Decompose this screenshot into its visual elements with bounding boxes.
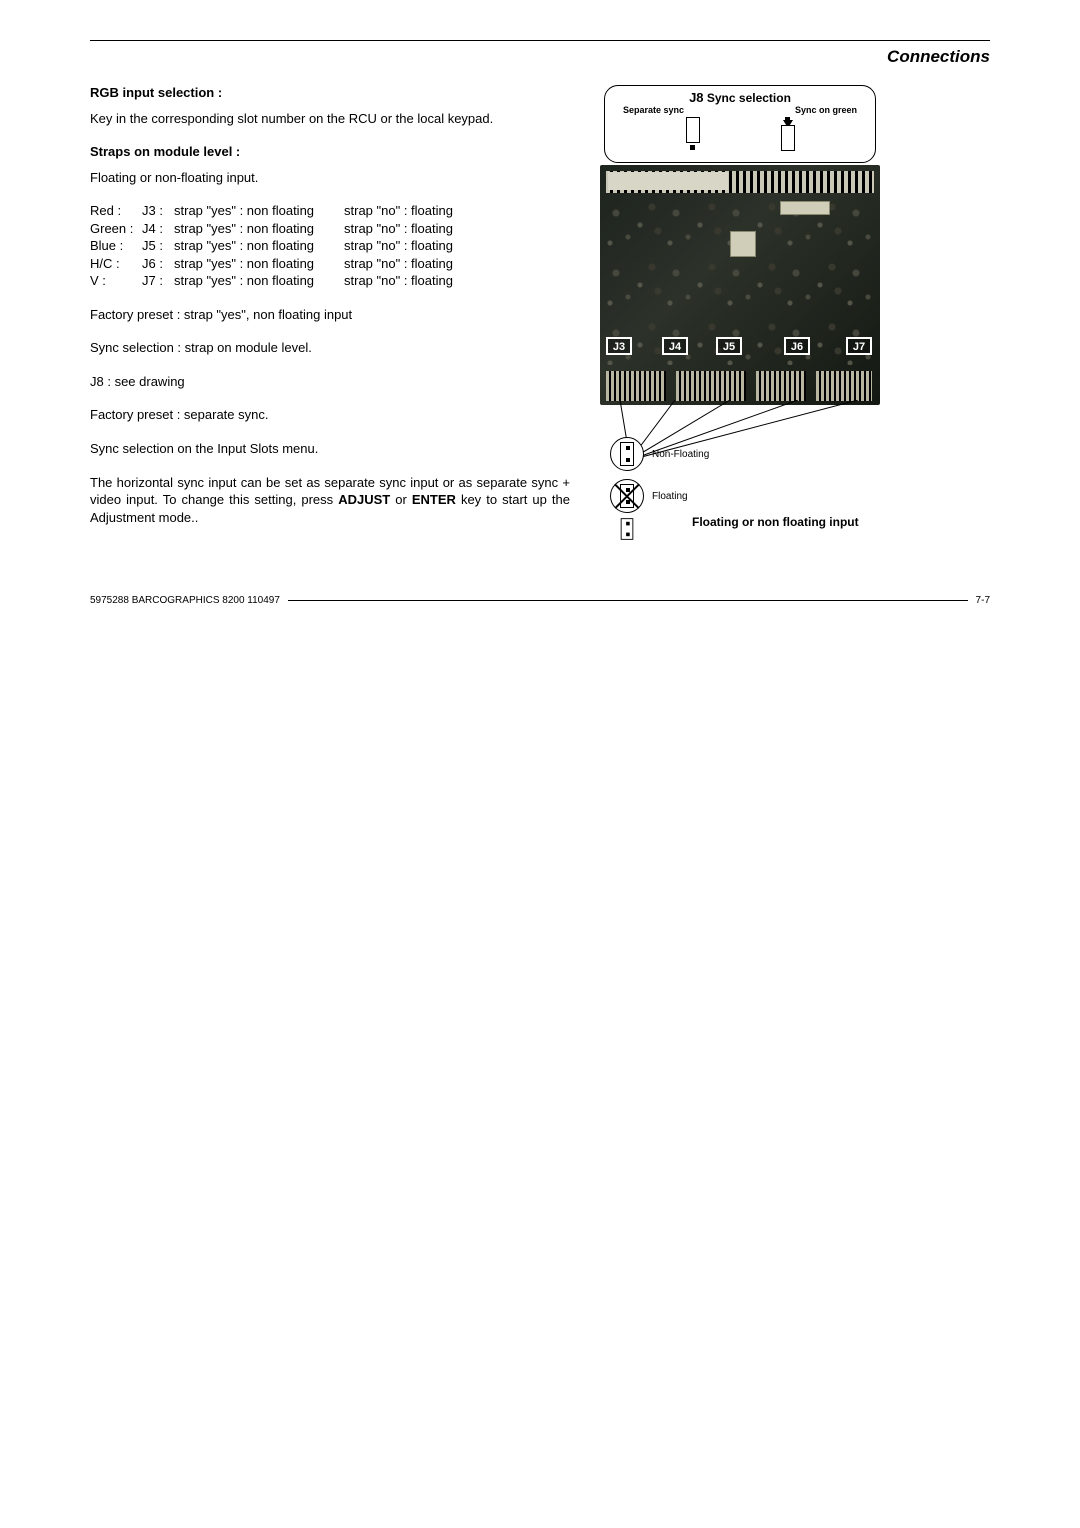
sync-selection-menu: Sync selection on the Input Slots menu.	[90, 440, 570, 458]
label-j6: J6	[784, 337, 810, 355]
label-j5: J5	[716, 337, 742, 355]
label-j7: J7	[846, 337, 872, 355]
separate-sync-label: Separate sync	[623, 105, 684, 115]
horizontal-sync-text: The horizontal sync input can be set as …	[90, 474, 570, 527]
text-column: RGB input selection : Key in the corresp…	[90, 85, 570, 585]
rgb-heading: RGB input selection :	[90, 85, 570, 100]
strap-row: Blue : J5 : strap "yes" : non floating s…	[90, 237, 570, 255]
page-footer: 5975288 BARCOGRAPHICS 8200 110497 7-7	[90, 595, 990, 606]
circuit-board: J3 J4 J5 J6 J7	[600, 165, 880, 405]
non-floating-row: Non-Floating	[610, 437, 709, 471]
sync-selection-strap: Sync selection : strap on module level.	[90, 339, 570, 357]
diagram-column: J8 Sync selection Separate sync Sync on …	[600, 85, 880, 585]
jumper-icon	[681, 117, 705, 153]
label-j3: J3	[606, 337, 632, 355]
factory-preset-sep: Factory preset : separate sync.	[90, 406, 570, 424]
rgb-text: Key in the corresponding slot number on …	[90, 110, 570, 128]
straps-heading: Straps on module level :	[90, 144, 570, 159]
j8-line: J8 : see drawing	[90, 373, 570, 391]
factory-preset-strap: Factory preset : strap "yes", non floati…	[90, 306, 570, 324]
floating-caption: Floating or non floating input	[692, 515, 859, 529]
strap-row: H/C : J6 : strap "yes" : non floating st…	[90, 255, 570, 273]
jumper-icon	[776, 117, 800, 153]
footer-right: 7-7	[976, 595, 990, 606]
label-j4: J4	[662, 337, 688, 355]
jumper-tail-icon	[620, 517, 634, 541]
section-header: Connections	[90, 47, 990, 67]
j8-title: J8 Sync selection	[605, 90, 875, 105]
footer-left: 5975288 BARCOGRAPHICS 8200 110497	[90, 595, 280, 606]
strap-row: V : J7 : strap "yes" : non floating stra…	[90, 272, 570, 290]
strap-row: Green : J4 : strap "yes" : non floating …	[90, 220, 570, 238]
sync-on-green-label: Sync on green	[795, 105, 857, 115]
strap-row: Red : J3 : strap "yes" : non floating st…	[90, 202, 570, 220]
j8-sync-box: J8 Sync selection Separate sync Sync on …	[604, 85, 876, 163]
floating-row: Floating	[610, 479, 688, 513]
strap-table: Red : J3 : strap "yes" : non floating st…	[90, 202, 570, 290]
straps-text: Floating or non-floating input.	[90, 169, 570, 187]
